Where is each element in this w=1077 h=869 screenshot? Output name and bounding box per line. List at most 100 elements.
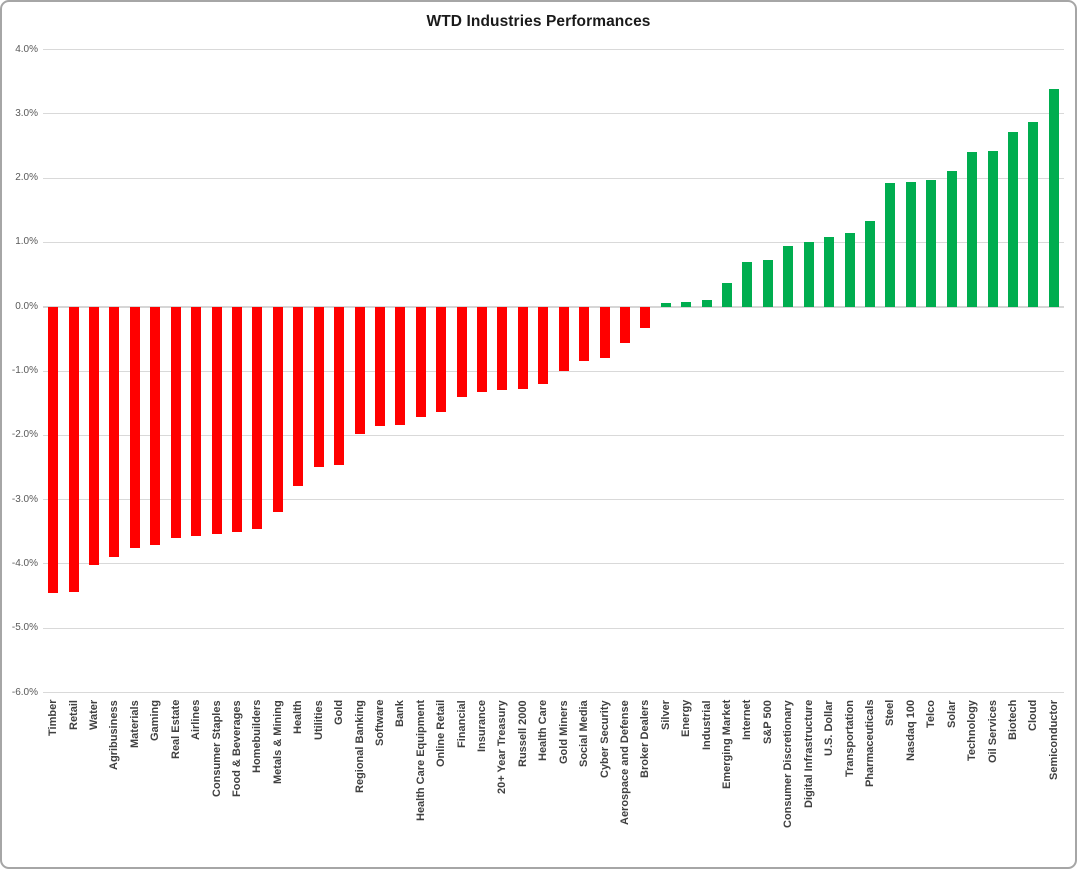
bar — [579, 306, 590, 362]
x-axis-label: U.S. Dollar — [823, 700, 836, 756]
x-axis-label: Consumer Discretionary — [782, 700, 795, 828]
bar — [660, 303, 671, 307]
bar — [681, 301, 692, 307]
x-axis-label: Semiconductor — [1047, 700, 1060, 781]
bar — [109, 306, 120, 557]
gridline — [43, 499, 1064, 501]
bar — [211, 306, 222, 535]
x-axis-label: Food & Beverages — [230, 700, 243, 797]
bar — [640, 306, 651, 328]
x-axis-label: Energy — [680, 700, 693, 738]
x-axis-label: Consumer Staples — [210, 700, 223, 797]
bar — [89, 306, 100, 566]
bar — [456, 306, 467, 397]
y-tick-label: -1.0% — [11, 365, 38, 376]
bar — [803, 241, 814, 307]
gridline — [43, 241, 1064, 243]
x-axis-label: Gold — [333, 700, 346, 726]
gridline — [43, 563, 1064, 565]
x-axis-label: Broker Dealers — [639, 700, 652, 779]
bar — [354, 306, 365, 434]
bar — [170, 306, 181, 538]
y-tick-label: 4.0% — [15, 43, 38, 55]
x-axis-label: Gaming — [149, 700, 162, 741]
bar — [742, 261, 753, 307]
x-axis-label: 20+ Year Treasury — [496, 700, 509, 794]
bar — [231, 306, 242, 532]
bar — [885, 183, 896, 307]
x-axis-label: Cyber Security — [598, 700, 611, 778]
bar — [538, 306, 549, 384]
x-axis-label: Regional Banking — [353, 700, 366, 793]
x-axis-label: Health Care Equipment — [414, 700, 427, 822]
x-axis-label: Digital Infrastructure — [802, 700, 815, 809]
bar — [783, 245, 794, 307]
bar — [252, 306, 263, 530]
x-axis-label: Real Estate — [169, 700, 182, 760]
y-tick-label: 1.0% — [15, 236, 38, 248]
x-axis-label: Health Care — [537, 700, 550, 762]
bar — [844, 232, 855, 307]
bar — [415, 306, 426, 418]
x-axis-label: Industrial — [700, 700, 713, 750]
x-axis-label: Homebuilders — [251, 700, 264, 774]
x-axis-label: Oil Services — [986, 700, 999, 763]
bar — [334, 306, 345, 465]
bar — [129, 306, 140, 548]
zero-axis-line — [43, 305, 1064, 308]
bar — [477, 306, 488, 393]
x-axis-label: Utilities — [312, 700, 325, 740]
x-axis-label: Technology — [966, 700, 979, 761]
y-tick-label: -4.0% — [11, 557, 38, 569]
bar — [926, 180, 937, 307]
x-axis-label: Biotech — [1006, 700, 1019, 741]
bar — [395, 306, 406, 425]
bar — [987, 151, 998, 307]
bar — [293, 306, 304, 487]
x-axis-label: Telco — [925, 700, 938, 728]
gridline — [43, 49, 1064, 50]
gridline — [43, 370, 1064, 372]
y-tick-label: -2.0% — [11, 429, 38, 441]
x-axis-label: Silver — [659, 700, 672, 730]
bar — [946, 171, 957, 307]
gridline — [43, 177, 1064, 179]
bar — [762, 260, 773, 307]
y-tick-label: -6.0% — [11, 686, 38, 698]
bar — [436, 306, 447, 413]
x-axis-label: Emerging Market — [721, 700, 734, 790]
bar — [599, 306, 610, 359]
bar — [191, 306, 202, 536]
x-axis-label: Solar — [945, 700, 958, 728]
bar — [150, 306, 161, 546]
y-tick-label: 2.0% — [15, 172, 38, 184]
bar — [967, 151, 978, 307]
x-axis-label: Transportation — [843, 700, 856, 778]
gridline — [43, 627, 1064, 629]
x-axis-label: Materials — [128, 700, 141, 748]
bar — [905, 181, 916, 307]
x-axis-label: Pharmaceuticals — [864, 700, 876, 788]
bar — [722, 282, 733, 307]
x-axis-label: Health — [292, 700, 305, 734]
bar — [313, 306, 324, 468]
x-axis-label: Timber — [47, 700, 60, 737]
bar — [558, 306, 569, 371]
x-axis-label: Social Media — [578, 700, 591, 767]
x-axis-label: Retail — [67, 700, 80, 730]
y-tick-label: -5.0% — [11, 622, 38, 634]
bar — [497, 306, 508, 390]
x-axis-label: S&P 500 — [761, 700, 774, 744]
x-axis-label: Nasdaq 100 — [904, 700, 917, 762]
chart-title: WTD Industries Performances — [426, 13, 651, 30]
gridline — [43, 434, 1064, 436]
x-axis-label: Online Retail — [435, 700, 448, 768]
x-axis-label: Airlines — [190, 700, 203, 741]
gridline — [43, 692, 1064, 693]
x-axis-label: Agribusiness — [108, 700, 121, 770]
x-axis-label: Software — [373, 700, 386, 747]
x-axis-label: Russell 2000 — [516, 700, 529, 767]
bar — [1048, 88, 1059, 307]
bar — [1007, 131, 1018, 307]
